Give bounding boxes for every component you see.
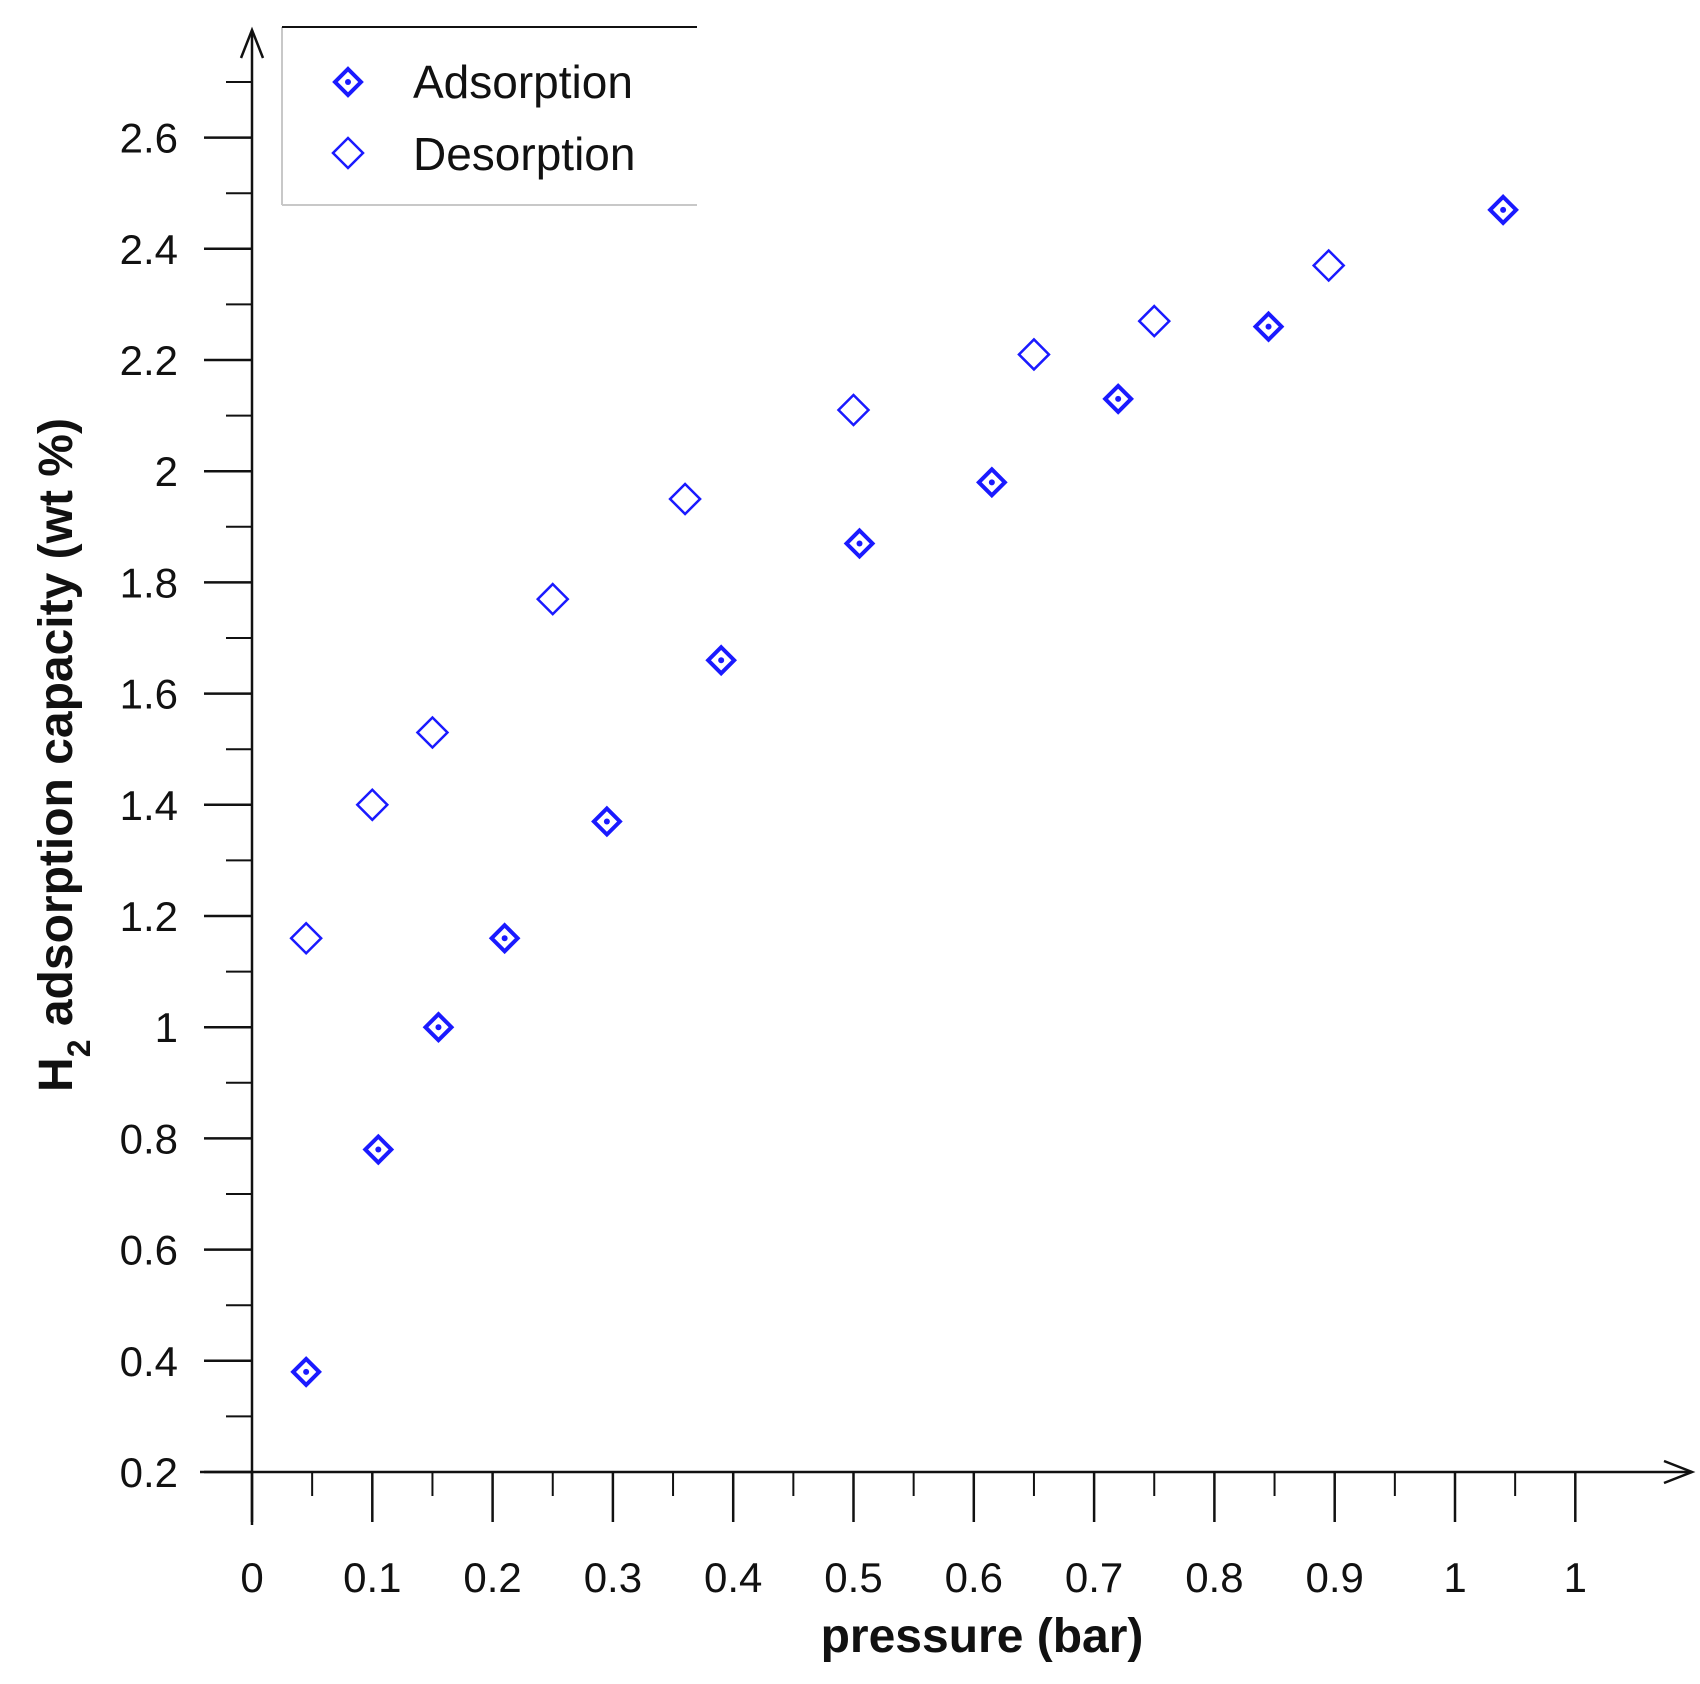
desorption-point (535, 582, 570, 616)
adsorption-point-dot (718, 657, 725, 664)
adsorption-point (843, 527, 876, 560)
x-tick-label: 1 (1443, 1554, 1466, 1601)
legend-adsorption-diamond-shape (332, 66, 364, 98)
adsorption-point-dot (856, 540, 863, 547)
desorption-point-shape (836, 393, 871, 427)
y-tick-label: 2.2 (120, 337, 178, 384)
x-tick-label: 0.5 (824, 1554, 882, 1601)
y-tick-label: 1.2 (120, 893, 178, 940)
adsorption-point (705, 644, 737, 677)
adsorption-point-dot (501, 935, 508, 942)
adsorption-point-shape (843, 527, 876, 560)
adsorption-point (1102, 383, 1134, 415)
desorption-point (836, 393, 871, 427)
adsorption-point-dot (435, 1024, 442, 1031)
adsorption-point (591, 805, 623, 838)
legend-label-desorption: Desorption (413, 128, 635, 180)
legend-desorption-diamond (331, 136, 365, 170)
desorption-point-shape (668, 482, 702, 516)
adsorption-point-dot (1500, 206, 1507, 213)
adsorption-point-dot (1265, 323, 1272, 330)
x-tick-label: 0.7 (1065, 1554, 1123, 1601)
desorption-point-shape (1017, 337, 1051, 372)
x-tick-label: 0 (240, 1554, 263, 1601)
adsorption-point-shape (1487, 194, 1519, 226)
x-tick-label: 0.4 (704, 1554, 762, 1601)
y-tick-label: 0.8 (120, 1115, 178, 1162)
x-tick-label: 0.3 (584, 1554, 642, 1601)
desorption-point-shape (1137, 304, 1172, 338)
legend-adsorption-diamond (332, 66, 364, 98)
adsorption-point-shape (290, 1356, 322, 1388)
adsorption-point-shape (488, 922, 521, 955)
desorption-point (415, 715, 450, 750)
desorption-point-shape (355, 788, 390, 822)
adsorption-point-dot (303, 1368, 310, 1375)
y-tick-label: 2 (155, 448, 178, 495)
desorption-point (1017, 337, 1051, 372)
adsorption-point-dot (988, 479, 995, 486)
x-tick-label: 0.1 (343, 1554, 401, 1601)
tick-labels: 0 0.1 0.2 0.3 0.4 0.5 0.6 0.7 0.8 0.9 1 1 0.2 0.4 0.6 0… (120, 115, 1587, 1601)
adsorption-point-shape (1252, 310, 1285, 343)
desorption-point-shape (535, 582, 570, 616)
x-tick-label: 0.6 (945, 1554, 1003, 1601)
x-tick-label: 0.2 (463, 1554, 521, 1601)
desorption-point (1137, 304, 1172, 338)
adsorption-point-dot (603, 818, 610, 825)
adsorption-point-shape (362, 1133, 395, 1166)
adsorption-point (976, 466, 1008, 499)
adsorption-point-shape (705, 644, 737, 677)
y-tick-label: 1.4 (120, 782, 178, 829)
y-tick-label: 1.6 (120, 671, 178, 718)
y-tick-label: 1 (155, 1004, 178, 1051)
legend-desorption-diamond-shape (331, 136, 365, 170)
adsorption-point-shape (1102, 383, 1134, 415)
axes (200, 26, 1696, 1525)
adsorption-point (362, 1133, 395, 1166)
desorption-point-shape (1311, 248, 1346, 283)
axis-ticks (204, 81, 1577, 1522)
y-axis-title-h: H (30, 1057, 83, 1092)
legend-marker-desorption (331, 136, 365, 170)
y-tick-label: 0.4 (120, 1338, 178, 1385)
data-points (289, 194, 1519, 1388)
adsorption-point-shape (422, 1011, 455, 1044)
y-tick-label: 2.4 (120, 226, 178, 273)
legend: Adsorption Desorption (281, 26, 697, 206)
y-axis-title: H2 adsorption capacity (wt %) (30, 418, 97, 1092)
adsorption-point-dot (1115, 395, 1122, 402)
legend-marker-adsorption (332, 66, 364, 98)
y-tick-label: 0.2 (120, 1449, 178, 1496)
x-axis-title: pressure (bar) (821, 1610, 1144, 1663)
desorption-point-shape (289, 921, 323, 956)
y-axis-title-rest: adsorption capacity (wt %) (30, 418, 83, 1039)
desorption-point (668, 482, 702, 516)
y-axis-arrow (239, 26, 265, 59)
legend-adsorption-diamond-dot (345, 79, 351, 85)
adsorption-point (1487, 194, 1519, 226)
adsorption-point-shape (591, 805, 623, 838)
x-tick-label: 1 (1564, 1554, 1587, 1601)
legend-label-adsorption: Adsorption (413, 56, 633, 108)
y-tick-label: 2.6 (120, 115, 178, 162)
desorption-point (355, 788, 390, 822)
y-axis-title-subscript: 2 (61, 1039, 97, 1057)
desorption-point (289, 921, 323, 956)
adsorption-point-shape (976, 466, 1008, 499)
x-axis-arrow (1663, 1459, 1696, 1485)
adsorption-point (1252, 310, 1285, 343)
y-tick-label: 1.8 (120, 559, 178, 606)
x-tick-label: 0.8 (1185, 1554, 1243, 1601)
desorption-point-shape (415, 715, 450, 750)
adsorption-point (488, 922, 521, 955)
y-tick-label: 0.6 (120, 1227, 178, 1274)
adsorption-point-dot (375, 1146, 382, 1153)
desorption-point (1311, 248, 1346, 283)
adsorption-point (290, 1356, 322, 1388)
x-tick-label: 0.9 (1306, 1554, 1364, 1601)
adsorption-point (422, 1011, 455, 1044)
